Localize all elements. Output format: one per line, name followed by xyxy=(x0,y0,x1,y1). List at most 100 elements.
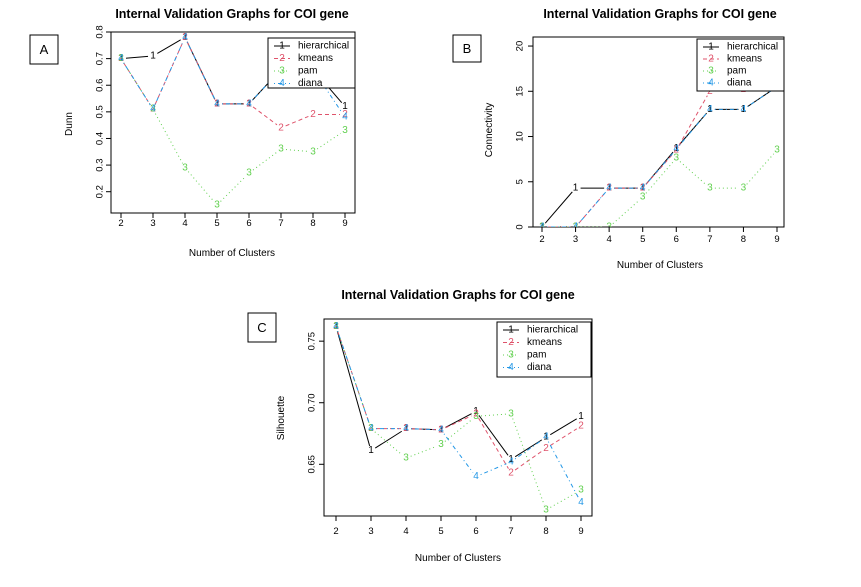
point-kmeans: 2 xyxy=(578,421,584,432)
point-kmeans: 2 xyxy=(118,53,124,64)
panel-a-ylabel: Dunn xyxy=(64,112,75,136)
panel-b-title: Internal Validation Graphs for COI gene xyxy=(543,7,776,21)
legend-item-hierarchical: 1 hierarchical xyxy=(274,41,349,52)
legend-marker: 3 xyxy=(279,66,285,77)
line-segment-diana xyxy=(514,439,543,460)
point-diana: 4 xyxy=(573,222,579,233)
panel-b-plot-box xyxy=(532,36,785,228)
x-tick-label: 8 xyxy=(741,234,746,245)
legend-label: pam xyxy=(527,350,546,361)
legend-marker: 4 xyxy=(508,362,514,373)
y-tick-label: 0.6 xyxy=(95,79,106,92)
series-pam: 3 3 3 3 3 3 3 3 xyxy=(539,145,780,233)
x-tick-label: 6 xyxy=(473,526,478,537)
panel-c: C Internal Validation Graphs for COI gen… xyxy=(247,288,593,564)
panel-a-plot-box xyxy=(110,31,356,214)
point-kmeans: 2 xyxy=(150,104,156,115)
point-pam: 3 xyxy=(278,144,284,155)
panel-c-yticks: 0.65 0.70 0.75 xyxy=(307,332,324,474)
line-segment-pam xyxy=(444,419,473,442)
x-tick-label: 3 xyxy=(150,218,155,229)
legend-marker: 1 xyxy=(508,325,514,336)
legend-item-pam: 3 pam xyxy=(274,66,317,77)
legend-item-diana: 4 diana xyxy=(503,362,552,373)
point-pam: 3 xyxy=(774,145,780,156)
line-segment-pam xyxy=(374,431,403,456)
point-diana: 4 xyxy=(674,144,680,155)
point-hierarchical: 1 xyxy=(508,454,514,465)
line-segment-diana xyxy=(679,112,708,146)
point-hierarchical: 1 xyxy=(118,53,124,64)
point-hierarchical: 1 xyxy=(473,406,479,417)
point-kmeans: 2 xyxy=(368,423,374,434)
x-tick-label: 7 xyxy=(278,218,283,229)
line-segment-diana xyxy=(252,72,278,101)
point-pam: 3 xyxy=(333,321,339,332)
point-diana: 4 xyxy=(403,423,409,434)
panel-c-legend-box xyxy=(496,321,592,378)
point-hierarchical: 1 xyxy=(573,183,579,194)
point-pam: 3 xyxy=(403,453,409,464)
legend-item-pam: 3 pam xyxy=(703,66,746,77)
panel-a-label: A xyxy=(40,42,49,57)
legend-label: diana xyxy=(727,78,752,89)
point-diana: 4 xyxy=(543,432,549,443)
x-tick-label: 6 xyxy=(246,218,251,229)
point-pam: 3 xyxy=(707,183,713,194)
x-tick-label: 5 xyxy=(438,526,443,537)
y-tick-label: 0.65 xyxy=(307,455,318,474)
point-pam: 3 xyxy=(342,125,348,136)
series-hierarchical: 1 1 1 1 1 1 1 1 xyxy=(333,321,584,465)
panel-c-label: C xyxy=(257,320,266,335)
line-segment-pam xyxy=(410,445,437,457)
point-hierarchical: 1 xyxy=(368,445,374,456)
point-diana: 4 xyxy=(606,183,612,194)
point-hierarchical: 1 xyxy=(246,98,252,109)
legend-item-kmeans: 2 kmeans xyxy=(503,337,562,348)
y-tick-label: 0.3 xyxy=(95,158,106,171)
legend-item-hierarchical: 1 hierarchical xyxy=(503,325,578,336)
point-pam: 3 xyxy=(640,192,646,203)
line-segment-pam xyxy=(645,161,674,194)
line-segment-pam xyxy=(187,171,215,202)
x-tick-label: 3 xyxy=(573,234,578,245)
line-segment-diana xyxy=(547,441,580,499)
point-pam: 3 xyxy=(573,222,579,233)
point-pam: 3 xyxy=(118,53,124,64)
legend-label: hierarchical xyxy=(298,41,349,52)
panel-c-plot-box xyxy=(323,318,593,517)
x-tick-label: 5 xyxy=(214,218,219,229)
y-tick-label: 0.2 xyxy=(95,185,106,198)
point-diana: 4 xyxy=(182,32,188,43)
x-tick-label: 7 xyxy=(508,526,513,537)
legend-label: diana xyxy=(298,78,323,89)
point-kmeans: 2 xyxy=(606,183,612,194)
line-segment-hierarchical xyxy=(445,413,472,428)
x-tick-label: 6 xyxy=(674,234,679,245)
point-hierarchical: 1 xyxy=(674,143,680,154)
x-tick-label: 8 xyxy=(310,218,315,229)
point-diana: 4 xyxy=(473,471,479,482)
y-tick-label: 0.8 xyxy=(95,25,106,38)
point-diana: 4 xyxy=(640,183,646,194)
point-kmeans: 2 xyxy=(508,467,514,478)
line-segment-pam xyxy=(123,62,151,106)
point-kmeans: 2 xyxy=(674,145,680,156)
point-diana: 4 xyxy=(578,497,584,508)
legend-label: diana xyxy=(527,362,552,373)
legend-label: pam xyxy=(727,66,746,77)
line-segment-pam xyxy=(612,200,640,225)
line-segment-diana xyxy=(578,191,607,224)
point-kmeans: 2 xyxy=(573,222,579,233)
line-segment-diana xyxy=(480,463,507,476)
point-kmeans: 2 xyxy=(640,183,646,194)
point-diana: 4 xyxy=(539,222,545,233)
point-pam: 3 xyxy=(438,439,444,450)
y-tick-label: 0.75 xyxy=(307,332,318,351)
line-segment-pam xyxy=(512,418,545,506)
panel-b-legend-box xyxy=(696,38,785,92)
point-hierarchical: 1 xyxy=(150,50,156,61)
line-segment-kmeans xyxy=(186,41,216,100)
line-segment-kmeans xyxy=(252,106,278,126)
line-segment-hierarchical xyxy=(544,191,573,224)
